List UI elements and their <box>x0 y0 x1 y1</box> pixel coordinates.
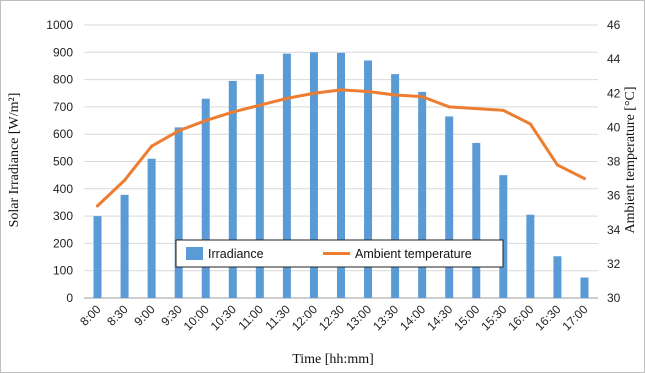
point-temperature <box>204 119 208 123</box>
point-temperature <box>393 93 397 97</box>
point-temperature <box>231 110 235 114</box>
bar-irradiance <box>364 60 373 298</box>
y-tick-label: 200 <box>53 236 73 250</box>
bar-irradiance <box>553 256 562 298</box>
bar-irradiance <box>255 74 264 298</box>
bar-irradiance <box>580 277 589 298</box>
y-tick-label: 400 <box>53 182 73 196</box>
y-tick-label: 1000 <box>46 18 73 32</box>
point-temperature <box>366 90 370 94</box>
point-temperature <box>555 163 559 167</box>
bar-irradiance <box>174 127 183 298</box>
y2-tick-label: 32 <box>607 257 621 271</box>
y-tick-label: 500 <box>53 155 73 169</box>
bar-irradiance <box>418 91 427 298</box>
y-tick-label: 900 <box>53 45 73 59</box>
point-temperature <box>582 177 586 181</box>
point-temperature <box>312 91 316 95</box>
bar-irradiance <box>499 175 508 298</box>
point-temperature <box>501 108 505 112</box>
point-temperature <box>96 204 100 208</box>
point-temperature <box>528 122 532 126</box>
y-tick-label: 100 <box>53 264 73 278</box>
bar-irradiance <box>391 74 400 298</box>
y2-axis-title: Ambient temperature [°C] <box>623 86 638 233</box>
bar-series <box>93 52 589 299</box>
point-temperature <box>339 88 343 92</box>
bar-irradiance <box>147 158 156 298</box>
point-temperature <box>177 129 181 133</box>
y2-tick-label: 44 <box>607 52 621 66</box>
y-tick-label: 800 <box>53 73 73 87</box>
bar-irradiance <box>445 116 454 298</box>
y-tick-label: 300 <box>53 209 73 223</box>
point-temperature <box>123 178 127 182</box>
point-temperature <box>150 144 154 148</box>
y2-tick-label: 36 <box>607 189 621 203</box>
bar-irradiance <box>309 52 318 298</box>
y-tick-label: 0 <box>66 291 73 305</box>
y-tick-label: 600 <box>53 127 73 141</box>
y2-tick-label: 34 <box>607 223 621 237</box>
y2-tick-label: 38 <box>607 155 621 169</box>
legend: Irradiance Ambient temperature <box>175 239 504 268</box>
y2-tick-label: 30 <box>607 291 621 305</box>
bar-irradiance <box>472 142 481 298</box>
bar-irradiance <box>120 194 129 298</box>
bar-irradiance <box>201 98 210 299</box>
bar-irradiance <box>93 216 102 298</box>
y2-tick-label: 42 <box>607 86 621 100</box>
point-temperature <box>258 103 262 107</box>
bar-irradiance <box>282 53 291 298</box>
point-temperature <box>474 107 478 111</box>
y2-tick-label: 40 <box>607 120 621 134</box>
x-axis-title: Time [hh:mm] <box>292 352 374 367</box>
legend-label-irradiance: Irradiance <box>208 247 264 261</box>
y-tick-label: 700 <box>53 100 73 114</box>
line-series <box>96 88 586 208</box>
point-temperature <box>285 96 289 100</box>
legend-label-temperature: Ambient temperature <box>355 247 472 261</box>
point-temperature <box>420 95 424 99</box>
y2-tick-label: 46 <box>607 18 621 32</box>
bar-irradiance <box>228 80 237 298</box>
y-axis-title: Solar Irradiance [W/m²] <box>7 93 22 228</box>
point-temperature <box>447 105 451 109</box>
bar-irradiance <box>526 214 535 298</box>
bar-irradiance <box>337 52 345 298</box>
legend-swatch-irradiance <box>186 247 203 260</box>
